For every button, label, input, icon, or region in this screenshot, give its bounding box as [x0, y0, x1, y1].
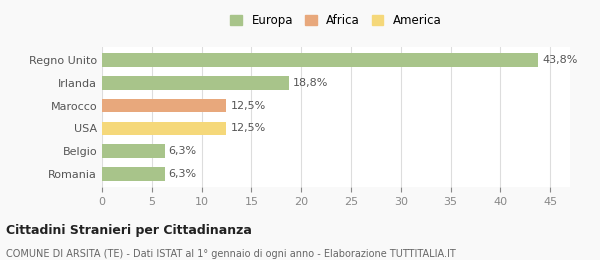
Bar — [102, 144, 165, 158]
Bar — [102, 167, 165, 181]
Text: 12,5%: 12,5% — [230, 124, 266, 133]
Text: 18,8%: 18,8% — [293, 78, 329, 88]
Bar — [102, 76, 289, 90]
Text: 43,8%: 43,8% — [542, 55, 577, 65]
Text: 6,3%: 6,3% — [169, 169, 197, 179]
Text: 6,3%: 6,3% — [169, 146, 197, 156]
Legend: Europa, Africa, America: Europa, Africa, America — [227, 11, 445, 31]
Text: 12,5%: 12,5% — [230, 101, 266, 110]
Bar — [102, 53, 538, 67]
Text: Cittadini Stranieri per Cittadinanza: Cittadini Stranieri per Cittadinanza — [6, 224, 252, 237]
Text: COMUNE DI ARSITA (TE) - Dati ISTAT al 1° gennaio di ogni anno - Elaborazione TUT: COMUNE DI ARSITA (TE) - Dati ISTAT al 1°… — [6, 249, 456, 259]
Bar — [102, 122, 226, 135]
Bar — [102, 99, 226, 112]
